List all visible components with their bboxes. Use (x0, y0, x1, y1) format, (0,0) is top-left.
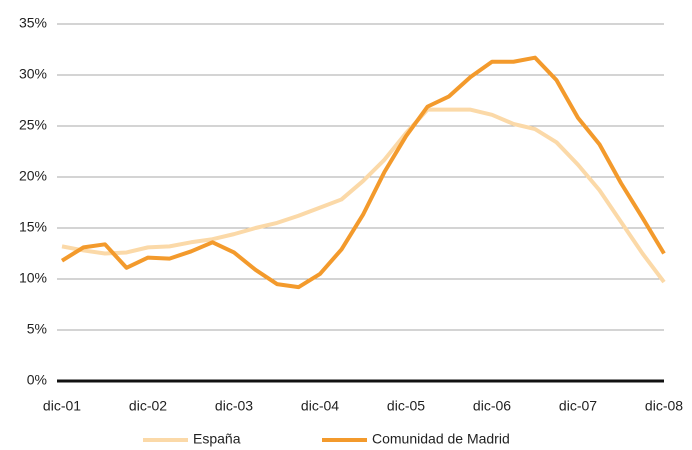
y-tick-label: 20% (19, 168, 47, 184)
x-tick-label: dic-05 (387, 398, 425, 414)
x-tick-label: dic-01 (43, 398, 81, 414)
x-tick-label: dic-06 (473, 398, 511, 414)
y-tick-label: 15% (19, 219, 47, 235)
y-tick-label: 30% (19, 66, 47, 82)
y-tick-label: 0% (27, 372, 47, 388)
y-tick-label: 35% (19, 15, 47, 31)
legend-label: España (193, 431, 241, 447)
y-tick-label: 10% (19, 270, 47, 286)
y-tick-label: 5% (27, 321, 47, 337)
series-line (60, 55, 666, 290)
x-tick-label: dic-02 (129, 398, 167, 414)
x-tick-label: dic-03 (215, 398, 253, 414)
series-line (61, 107, 666, 284)
x-tick-label: dic-08 (645, 398, 683, 414)
x-tick-label: dic-07 (559, 398, 597, 414)
legend-label: Comunidad de Madrid (372, 431, 510, 447)
x-tick-label: dic-04 (301, 398, 339, 414)
y-tick-label: 25% (19, 117, 47, 133)
